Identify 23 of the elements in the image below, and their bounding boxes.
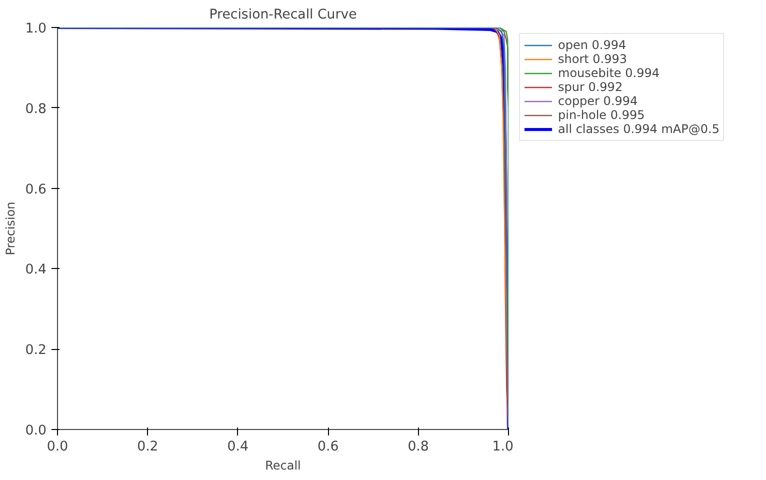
y-tick-label: 1.0 [25, 22, 47, 36]
x-axis-title: Recall [265, 458, 301, 472]
legend-label: pin-hole 0.995 [558, 108, 645, 122]
y-tick-label: 0.8 [25, 102, 47, 117]
y-tick-label: 0.0 [25, 424, 47, 438]
legend-label: spur 0.992 [558, 80, 623, 94]
y-tick-label: 0.4 [25, 262, 47, 278]
y-axis-title: Precision [3, 202, 18, 256]
legend-label: copper 0.994 [558, 94, 638, 108]
legend-label: short 0.993 [558, 52, 628, 66]
y-tick-label: 0.6 [25, 182, 47, 198]
legend-label: mousebite 0.994 [558, 66, 660, 80]
x-tick-label: 0.8 [408, 440, 429, 454]
x-tick-label: 0.0 [46, 440, 68, 454]
x-tick-label: 0.6 [318, 440, 339, 454]
legend-label: all classes 0.994 mAP@0.5 [558, 122, 720, 136]
y-tick-label: 0.2 [25, 343, 47, 358]
line-series [58, 28, 508, 430]
x-tick-label: 1.0 [492, 440, 514, 454]
x-tick-label: 0.2 [137, 440, 158, 454]
legend-label: open 0.994 [558, 38, 626, 52]
chart-title: Precision-Recall Curve [209, 8, 357, 22]
x-tick-label: 0.4 [227, 440, 249, 454]
